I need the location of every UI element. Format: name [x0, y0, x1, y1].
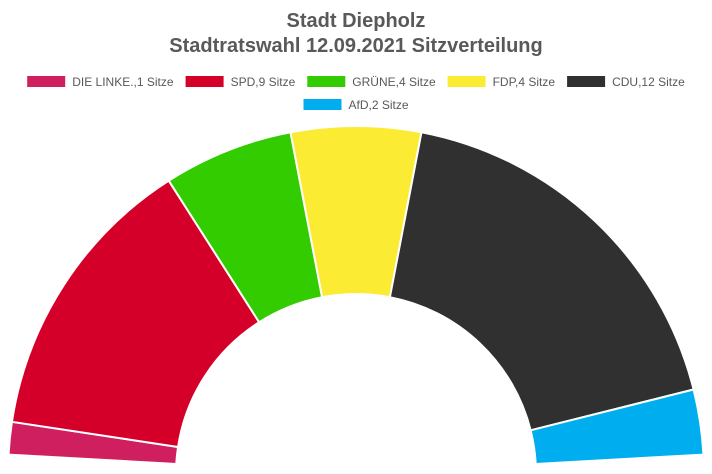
- legend-label-3: FDP,4 Sitze: [493, 75, 556, 89]
- legend-item-1[interactable]: SPD,9 Sitze: [185, 75, 296, 89]
- legend-swatch-0: [27, 76, 66, 87]
- legend-item-5[interactable]: AfD,2 Sitze: [303, 98, 409, 112]
- chart-slices: [7, 125, 705, 466]
- legend-item-3[interactable]: FDP,4 Sitze: [447, 75, 556, 89]
- slice-4[interactable]: [388, 131, 695, 432]
- legend-swatch-4: [567, 76, 606, 87]
- legend-label-5: AfD,2 Sitze: [349, 98, 409, 112]
- slice-1[interactable]: [10, 179, 261, 449]
- legend-item-2[interactable]: GRÜNE,4 Sitze: [307, 75, 436, 89]
- legend-item-4[interactable]: CDU,12 Sitze: [567, 75, 685, 89]
- legend-swatch-2: [307, 76, 346, 87]
- legend-swatch-5: [303, 99, 342, 110]
- chart-title: Stadt Diepholz: [286, 10, 426, 32]
- legend-label-2: GRÜNE,4 Sitze: [352, 75, 436, 89]
- legend-item-0[interactable]: DIE LINKE.,1 Sitze: [27, 75, 174, 89]
- slice-5[interactable]: [529, 388, 705, 466]
- chart-subtitle: Stadtratswahl 12.09.2021 Sitzverteilung: [169, 35, 543, 57]
- legend-swatch-1: [185, 76, 224, 87]
- legend-label-4: CDU,12 Sitze: [612, 75, 685, 89]
- legend-label-1: SPD,9 Sitze: [231, 75, 296, 89]
- legend-label-0: DIE LINKE.,1 Sitze: [72, 75, 174, 89]
- chart-legend: DIE LINKE.,1 Sitze SPD,9 Sitze GRÜNE,4 Sit…: [27, 75, 685, 112]
- legend-swatch-3: [447, 76, 486, 87]
